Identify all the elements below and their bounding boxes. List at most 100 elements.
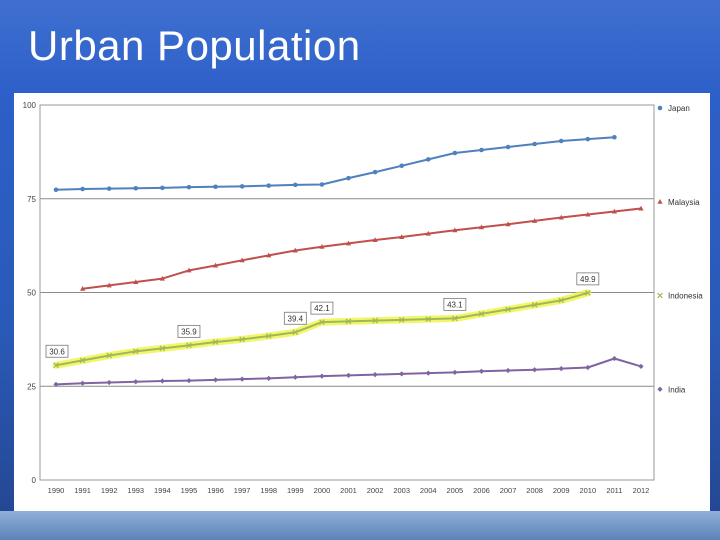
data-point (505, 144, 511, 150)
data-point (293, 182, 298, 188)
data-point (345, 240, 352, 246)
data-point (478, 224, 485, 230)
bottom-decoration (0, 511, 720, 540)
markers-india (53, 355, 644, 387)
data-point (239, 257, 245, 263)
y-tick-label: 50 (27, 289, 36, 298)
data-point (186, 342, 192, 349)
data-point (399, 234, 405, 239)
data-point (398, 317, 405, 323)
x-tick-label: 2002 (367, 486, 384, 495)
data-point (133, 279, 139, 284)
data-point (106, 379, 112, 386)
data-point (478, 311, 485, 317)
data-point (106, 352, 113, 359)
data-point (160, 185, 165, 191)
data-point (292, 329, 299, 336)
x-tick-label: 2011 (606, 486, 622, 495)
data-point (345, 372, 352, 378)
data-point (53, 381, 59, 387)
data-point (505, 306, 511, 313)
data-point (319, 243, 325, 249)
x-tick-label: 2008 (526, 486, 543, 495)
data-point (292, 374, 298, 380)
data-label: 43.1 (443, 297, 467, 311)
data-point (657, 105, 663, 111)
x-tick-label: 2012 (633, 486, 650, 495)
urban-population-chart: 0 25 50 75 100 1990 1991 1992 1993 1994 1995 1996 19… (23, 101, 704, 495)
data-point (292, 247, 298, 253)
data-point (585, 211, 591, 217)
legend-item-india: India (657, 385, 686, 394)
data-point (133, 379, 139, 385)
plot-frame (39, 104, 655, 481)
data-point (186, 184, 192, 190)
svg-text:49.9: 49.9 (580, 275, 596, 284)
data-point (159, 345, 166, 352)
series-line-japan (55, 136, 615, 191)
data-point (79, 357, 86, 364)
data-point (239, 376, 245, 382)
data-point (532, 218, 538, 223)
x-tick-label: 1997 (234, 486, 251, 495)
data-point (372, 237, 378, 242)
legend-label: Indonesia (668, 292, 703, 301)
data-point (346, 175, 351, 181)
data-point (558, 138, 564, 144)
x-tick-label: 2005 (447, 486, 464, 495)
data-point (319, 373, 325, 379)
data-point (266, 183, 272, 188)
data-label: 35.9 (177, 324, 201, 338)
data-label: 42.1 (310, 301, 334, 315)
y-tick-label: 0 (32, 476, 37, 485)
x-tick-label: 2007 (500, 486, 517, 495)
x-tick-label: 2000 (314, 486, 331, 495)
data-point (399, 163, 404, 169)
markers-malaysia (79, 205, 644, 291)
y-tick-label: 100 (23, 101, 37, 110)
data-point (79, 285, 86, 291)
x-tick-label: 1999 (287, 486, 304, 495)
data-point (585, 136, 591, 142)
data-point (612, 134, 617, 140)
markers-japan (53, 134, 617, 193)
svg-text:42.1: 42.1 (314, 304, 330, 313)
legend-item-malaysia: Malaysia (657, 198, 700, 207)
data-point (638, 363, 644, 369)
svg-text:35.9: 35.9 (181, 327, 197, 336)
data-point (505, 367, 511, 374)
chart-panel: 0 25 50 75 100 1990 1991 1992 1993 1994 1995 1996 19… (14, 93, 710, 511)
y-tick-label: 75 (27, 195, 36, 204)
data-point (425, 157, 431, 162)
data-point (80, 186, 85, 192)
data-point (452, 369, 458, 375)
data-point (611, 355, 618, 362)
data-point (558, 366, 564, 372)
data-point (345, 318, 352, 325)
slide-title: Urban Population (28, 22, 361, 69)
data-point (479, 147, 484, 153)
legend-label: Japan (668, 104, 690, 113)
data-point (132, 348, 139, 355)
data-point (265, 333, 272, 339)
data-point (372, 317, 378, 324)
x-tick-label: 2001 (340, 486, 357, 495)
x-tick-label: 1991 (74, 486, 91, 495)
x-tick-label: 1992 (101, 486, 118, 495)
data-point (505, 221, 511, 227)
x-tick-label: 1994 (154, 486, 171, 495)
data-point (319, 182, 325, 187)
svg-text:43.1: 43.1 (447, 300, 463, 309)
data-point (584, 290, 591, 296)
data-point (53, 362, 59, 369)
data-point (106, 186, 112, 191)
legend-item-japan: Japan (657, 104, 690, 113)
x-tick-label: 1990 (48, 486, 65, 495)
legend-label: Malaysia (668, 198, 700, 207)
data-point (558, 214, 564, 220)
data-point (425, 370, 431, 376)
data-point (186, 267, 192, 273)
data-point (159, 378, 165, 384)
data-label: 30.6 (45, 344, 69, 358)
data-point (532, 367, 538, 373)
